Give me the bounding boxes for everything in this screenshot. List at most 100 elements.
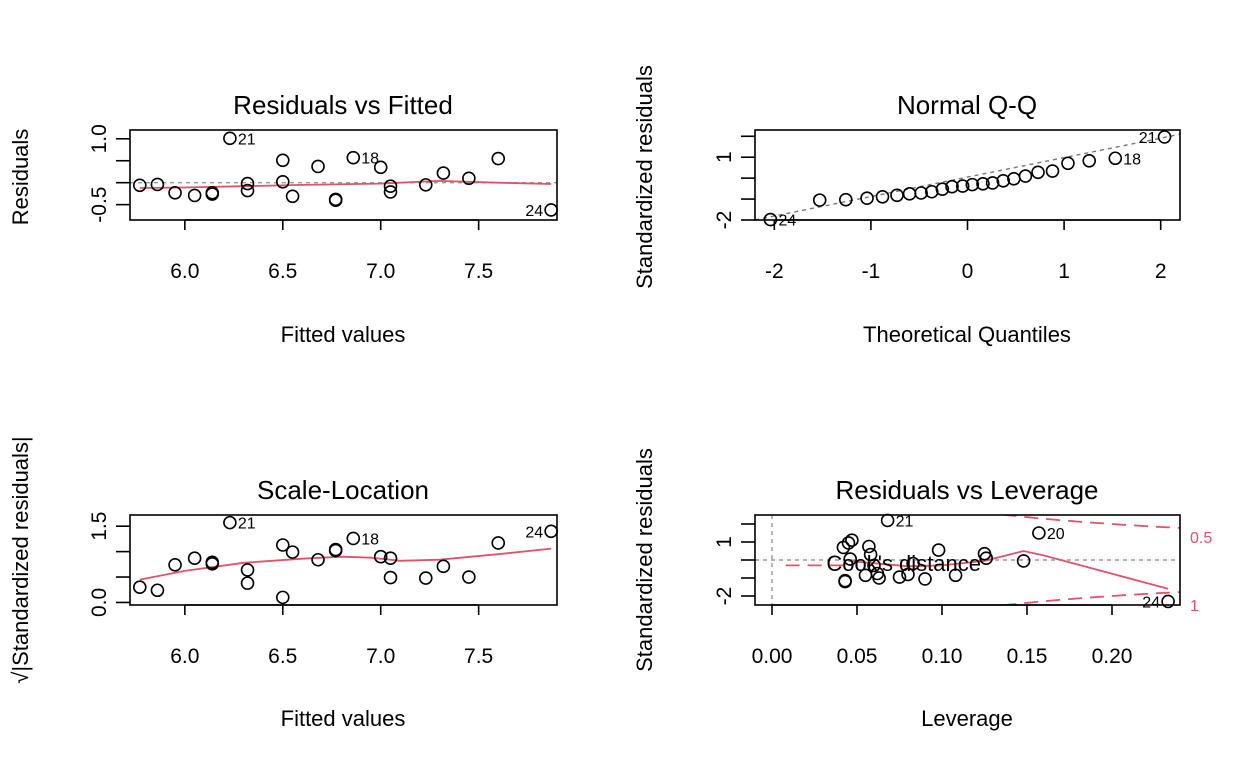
data-point <box>872 571 886 585</box>
point-label: 24 <box>778 213 796 230</box>
data-point <box>285 189 300 204</box>
cooks-distance-legend: Cook's distance <box>826 551 981 576</box>
data-point <box>373 549 388 564</box>
data-point <box>965 177 980 192</box>
point-label: 21 <box>238 516 256 533</box>
data-point <box>901 567 915 582</box>
panel-normal-qq: Normal Q-Q Theoretical Quantiles Standar… <box>632 65 1181 347</box>
y-axis-label: √|Standardized residuals| <box>8 436 33 683</box>
y-tick-label: 0.0 <box>88 588 111 617</box>
data-point <box>1161 594 1175 609</box>
y-tick-label: 1.0 <box>88 124 111 153</box>
data-point <box>935 182 950 197</box>
data-point <box>843 552 858 566</box>
data-point <box>132 580 147 595</box>
x-axis-label: Theoretical Quantiles <box>863 322 1071 347</box>
panel-title: Scale-Location <box>257 475 429 505</box>
data-point <box>383 179 398 193</box>
data-point <box>948 568 963 583</box>
data-point <box>383 185 398 199</box>
data-point <box>862 539 876 554</box>
cook-contour-label: 0.5 <box>1190 530 1212 547</box>
data-point <box>875 189 890 204</box>
plot-area <box>755 133 1180 220</box>
point-label: 21 <box>896 513 914 530</box>
x-tick-label: 0 <box>962 260 974 283</box>
panel-title: Normal Q-Q <box>897 90 1037 120</box>
data-point <box>205 187 220 201</box>
data-point <box>1032 526 1046 540</box>
y-tick-label: -2 <box>713 587 736 606</box>
x-tick-label: 7.0 <box>366 260 395 283</box>
data-point <box>240 563 255 577</box>
plot-area <box>139 547 552 581</box>
data-point <box>240 183 255 198</box>
data-point <box>1061 156 1075 171</box>
data-point <box>373 160 388 175</box>
data-point <box>812 193 827 207</box>
point-label: 21 <box>1139 130 1157 147</box>
point-label: 18 <box>361 531 379 548</box>
data-point <box>436 559 451 574</box>
data-point <box>275 590 290 605</box>
data-point <box>841 536 856 550</box>
x-axis-label: Fitted values <box>281 322 406 347</box>
data-point <box>187 188 202 203</box>
data-point <box>1108 151 1123 166</box>
y-tick-label: 1 <box>713 536 736 548</box>
data-point <box>867 558 881 573</box>
data-point <box>150 583 165 598</box>
data-point <box>996 174 1011 188</box>
x-tick-label: -1 <box>862 260 881 283</box>
data-point <box>491 536 506 550</box>
x-tick-label: 7.0 <box>366 645 395 668</box>
data-point <box>346 531 361 546</box>
data-point <box>945 179 959 194</box>
data-point <box>383 551 398 566</box>
data-point <box>931 543 946 557</box>
data-point <box>275 153 290 168</box>
point-label: 24 <box>525 524 543 541</box>
panel-residuals-vs-leverage: Residuals vs Leverage Leverage Standardi… <box>632 448 1212 731</box>
data-point <box>979 551 994 566</box>
data-point <box>462 171 476 186</box>
x-tick-label: 7.5 <box>464 645 493 668</box>
data-point <box>346 150 361 165</box>
data-point <box>462 570 476 584</box>
data-point <box>275 538 290 552</box>
data-point <box>860 191 874 206</box>
data-point <box>418 571 433 585</box>
data-point <box>240 576 255 590</box>
y-tick-label: -0.5 <box>88 187 111 223</box>
plot-frame <box>129 514 558 606</box>
data-point <box>240 176 255 191</box>
x-tick-label: 6.5 <box>268 260 297 283</box>
x-tick-label: 2 <box>1155 260 1167 283</box>
data-point <box>892 570 907 584</box>
x-tick-label: 0.15 <box>1007 645 1048 668</box>
y-axis-label: Residuals <box>8 129 33 226</box>
panel-scale-location: Scale-Location Fitted values √|Standardi… <box>8 436 558 731</box>
x-tick-label: 1 <box>1058 260 1070 283</box>
data-point <box>328 193 343 208</box>
smoother-line <box>139 179 552 189</box>
panel-residuals-vs-fitted: Residuals vs Fitted Fitted values Residu… <box>8 90 558 347</box>
y-axis-label: Standardized residuals <box>632 448 657 672</box>
cooks-distance-contour <box>998 591 1180 605</box>
data-point <box>1045 164 1060 178</box>
data-point <box>275 175 290 189</box>
data-point <box>1082 153 1097 168</box>
data-point <box>205 557 220 571</box>
point-label: 20 <box>1047 526 1065 543</box>
data-point <box>285 545 300 559</box>
data-point <box>1016 554 1031 568</box>
data-point <box>311 552 325 567</box>
x-tick-label: -2 <box>765 260 784 283</box>
panel-title: Residuals vs Leverage <box>835 475 1098 505</box>
data-point <box>436 166 451 180</box>
data-point <box>223 515 237 530</box>
data-point <box>328 543 343 558</box>
y-tick-label: 1.5 <box>88 512 111 541</box>
data-point <box>976 176 990 191</box>
cooks-distance-contour <box>1171 604 1180 605</box>
